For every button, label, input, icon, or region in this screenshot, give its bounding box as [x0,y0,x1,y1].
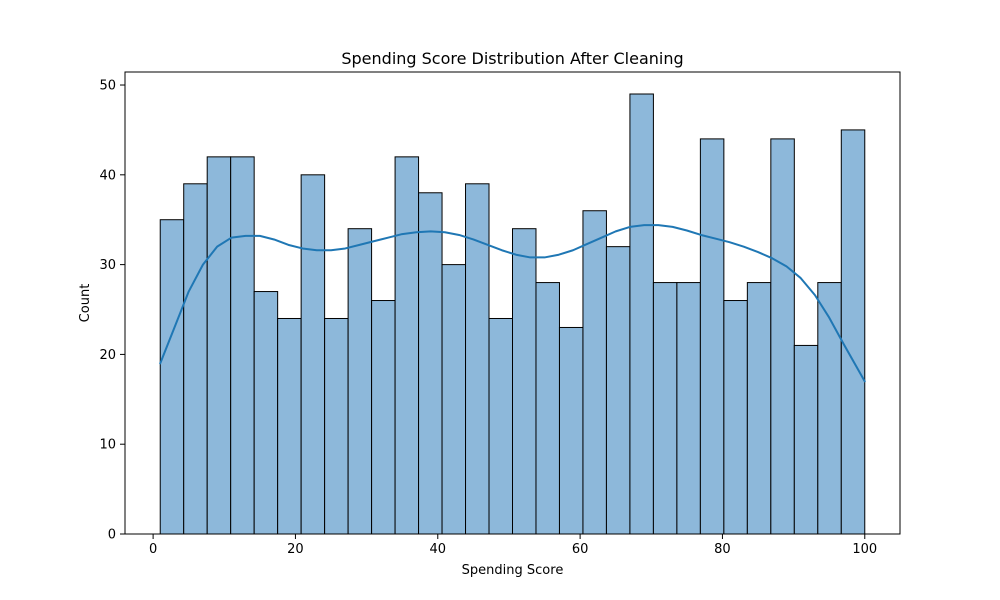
histogram-bar [582,210,607,535]
x-tick-label: 40 [430,542,447,557]
x-tick-label: 0 [149,542,157,557]
histogram-bar [230,156,255,535]
histogram-bar [300,174,326,535]
histogram-bar [371,300,396,535]
histogram-bar [394,156,420,535]
histogram-bar [558,326,584,535]
y-tick-label: 40 [99,168,116,183]
histogram-bar [652,282,678,535]
histogram-bar [183,183,208,535]
histogram-bar [793,344,819,535]
chart-title: Spending Score Distribution After Cleani… [341,49,683,68]
y-tick-label: 50 [99,79,116,94]
x-tick-label: 60 [572,542,589,557]
histogram-bar [535,282,560,535]
histogram-bar [723,300,748,535]
histogram-bar [324,317,349,535]
histogram-bar [512,228,537,535]
y-tick-label: 10 [99,438,116,453]
histogram-bar [770,138,795,535]
x-tick-label: 100 [852,542,877,557]
histogram-bar [159,219,185,535]
histogram-bar [418,192,443,535]
histogram-bar [441,264,467,535]
histogram-bar [206,156,232,535]
x-axis-ticks: 0 20 40 60 80 100 [149,534,877,557]
axes-frame [124,71,901,535]
histogram-bar [676,282,701,535]
histogram-bar [277,317,302,535]
histogram-bar [605,246,631,535]
kde-layer [159,224,866,383]
y-axis-ticks: 0 10 20 30 40 50 [99,79,125,543]
histogram-bar [253,291,279,535]
x-axis-label: Spending Score [462,563,564,578]
y-axis-label: Count [78,284,93,323]
histogram-bar [488,317,513,535]
x-tick-label: 80 [714,542,731,557]
histogram-bar [629,93,654,535]
histogram-bar [699,138,725,535]
kde-line [159,224,866,383]
histogram-bar [840,129,866,535]
x-tick-label: 20 [287,542,304,557]
histogram-bar [465,183,490,535]
y-tick-label: 0 [108,528,116,543]
y-tick-label: 30 [99,258,116,273]
histogram-bar [347,228,373,535]
y-tick-label: 20 [99,348,116,363]
histogram-bar [746,282,772,535]
bars-layer [159,93,866,535]
